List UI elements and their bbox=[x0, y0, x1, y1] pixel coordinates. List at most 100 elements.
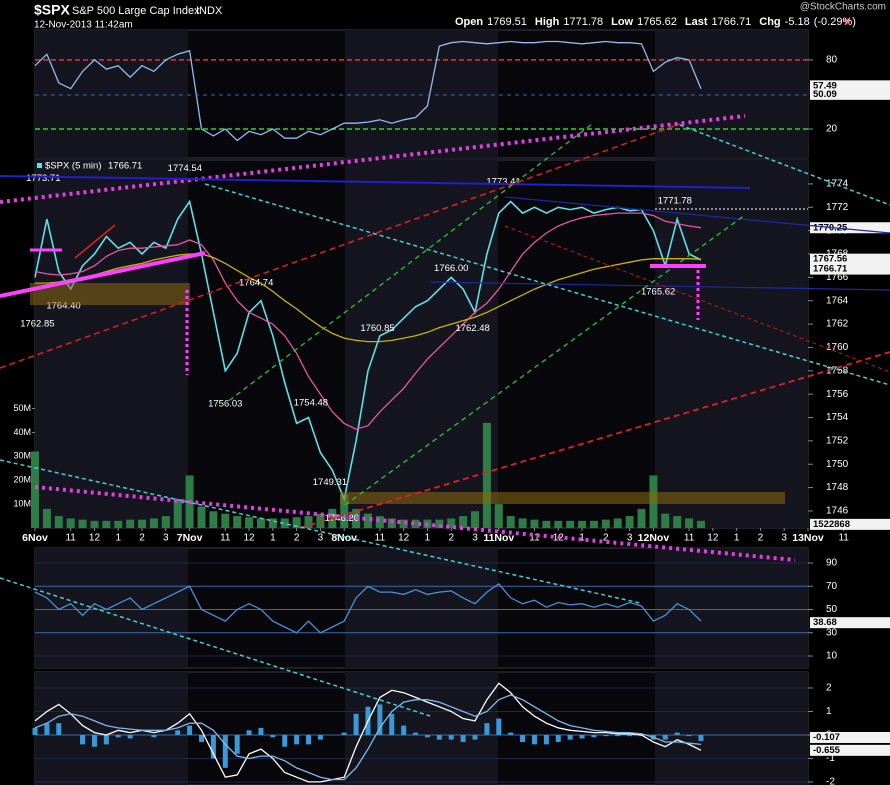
histogram-bar bbox=[103, 734, 109, 745]
price-annotation: 1771.78 bbox=[658, 195, 692, 206]
volume-bar bbox=[375, 516, 384, 528]
value-tag-box bbox=[810, 222, 890, 234]
volume-bar bbox=[459, 516, 468, 528]
volume-bar bbox=[542, 520, 551, 528]
volume-bar bbox=[661, 513, 670, 528]
quote-value: 1766.71 bbox=[712, 16, 752, 28]
x-tick-label: 13Nov bbox=[792, 532, 824, 544]
trend-line bbox=[299, 351, 890, 529]
histogram-bar bbox=[698, 734, 704, 741]
date: 12-Nov-2013 11:42am bbox=[34, 20, 133, 31]
histogram-bar bbox=[198, 734, 204, 743]
value-tag-box bbox=[810, 80, 890, 92]
x-tick-label: 12 bbox=[243, 533, 255, 544]
histogram-bar bbox=[615, 734, 621, 737]
histogram-bar bbox=[662, 734, 668, 740]
histogram-bar bbox=[44, 723, 50, 735]
histogram-bar bbox=[484, 723, 490, 735]
x-tick-label: 1 bbox=[270, 533, 276, 544]
y-tick-label: 1 bbox=[826, 706, 832, 717]
volume-bar bbox=[506, 516, 515, 528]
quote-label: Last bbox=[685, 16, 708, 28]
quote-pct: (-0.29%) bbox=[814, 16, 856, 28]
symbol: $SPX bbox=[34, 2, 70, 18]
volume-bar bbox=[197, 506, 206, 528]
histogram-bar bbox=[306, 734, 312, 745]
price-annotation: 1764.40 bbox=[46, 301, 80, 312]
y-tick-label: 1764 bbox=[826, 295, 849, 306]
volume-bar bbox=[625, 516, 634, 528]
value-tag: 57.49 bbox=[813, 80, 837, 91]
y-tick-label: -1 bbox=[826, 753, 835, 764]
quote-value: -5.18 bbox=[785, 16, 810, 28]
trend-line bbox=[34, 485, 796, 562]
volume-bar bbox=[601, 519, 610, 528]
volume-bar bbox=[42, 508, 51, 528]
value-tag: 38.68 bbox=[813, 617, 837, 628]
volume-bar bbox=[149, 518, 158, 528]
y-tick-label: 50 bbox=[826, 604, 838, 615]
value-tag: 1766.71 bbox=[813, 264, 848, 275]
histogram-bar bbox=[353, 713, 359, 735]
x-tick-label: 1 bbox=[425, 533, 431, 544]
session-shade bbox=[35, 30, 188, 158]
y-tick-label: 1746 bbox=[826, 506, 849, 517]
volume-bar bbox=[102, 520, 111, 528]
price-annotation: 1773.71 bbox=[26, 173, 60, 184]
trend-line bbox=[679, 124, 890, 206]
quote-label: Open bbox=[455, 16, 483, 28]
y-tick-label: 1750 bbox=[826, 459, 849, 470]
quote-value: 1771.78 bbox=[563, 16, 603, 28]
x-tick-label: 2 bbox=[758, 533, 764, 544]
x-tick-label: 3 bbox=[472, 533, 478, 544]
value-tag-box bbox=[810, 263, 890, 275]
volume-bar bbox=[613, 518, 622, 528]
volume-bar bbox=[78, 519, 87, 528]
y-tick-label: 80 bbox=[826, 55, 838, 66]
price-annotation: 1766.00 bbox=[434, 263, 468, 274]
volume-bar bbox=[268, 518, 277, 528]
y-tick-label: 20 bbox=[826, 124, 838, 135]
x-tick-label: 11 bbox=[838, 533, 849, 544]
support-zone bbox=[340, 492, 785, 504]
histogram-bar bbox=[341, 732, 347, 735]
series-line bbox=[35, 253, 702, 343]
y-tick-label: 10 bbox=[826, 651, 838, 662]
value-tag: 1767.56 bbox=[813, 254, 847, 265]
volume-bar bbox=[31, 451, 39, 528]
volume-bar bbox=[447, 518, 456, 528]
x-tick-label: 2 bbox=[448, 533, 454, 544]
series-line bbox=[34, 212, 702, 430]
volume-bar bbox=[482, 422, 491, 528]
value-tag-box bbox=[810, 744, 890, 756]
trend-line bbox=[0, 114, 746, 204]
histogram-bar bbox=[436, 734, 442, 740]
legend-value: 1766.71 bbox=[108, 161, 142, 172]
trend-line bbox=[504, 225, 890, 373]
histogram-bar bbox=[80, 734, 86, 745]
histogram-bar bbox=[520, 734, 526, 743]
volume-bar bbox=[578, 520, 587, 528]
y2-tick-label: 40M bbox=[13, 427, 31, 437]
x-tick-label: 3 bbox=[781, 533, 787, 544]
value-tag: -0.107 bbox=[813, 732, 840, 743]
histogram-bar bbox=[508, 732, 514, 735]
x-tick-label: 12 bbox=[398, 533, 410, 544]
volume-bar bbox=[471, 511, 480, 528]
y2-tick-label: 10M bbox=[13, 498, 31, 508]
series-line bbox=[34, 199, 702, 503]
volume-bar bbox=[589, 520, 598, 528]
price-annotation: 1774.54 bbox=[168, 163, 202, 174]
x-tick-label: 7Nov bbox=[177, 532, 203, 544]
watermark: @StockCharts.com bbox=[800, 2, 886, 13]
value-tag-box bbox=[810, 731, 890, 743]
down-arrow bbox=[843, 19, 851, 25]
x-tick-label: 12 bbox=[707, 533, 719, 544]
volume-bar bbox=[637, 508, 646, 528]
y-tick-label: 90 bbox=[826, 558, 838, 569]
price-annotation: 1764.74 bbox=[239, 278, 273, 289]
histogram-bar bbox=[389, 713, 395, 735]
volume-bar bbox=[304, 516, 313, 528]
